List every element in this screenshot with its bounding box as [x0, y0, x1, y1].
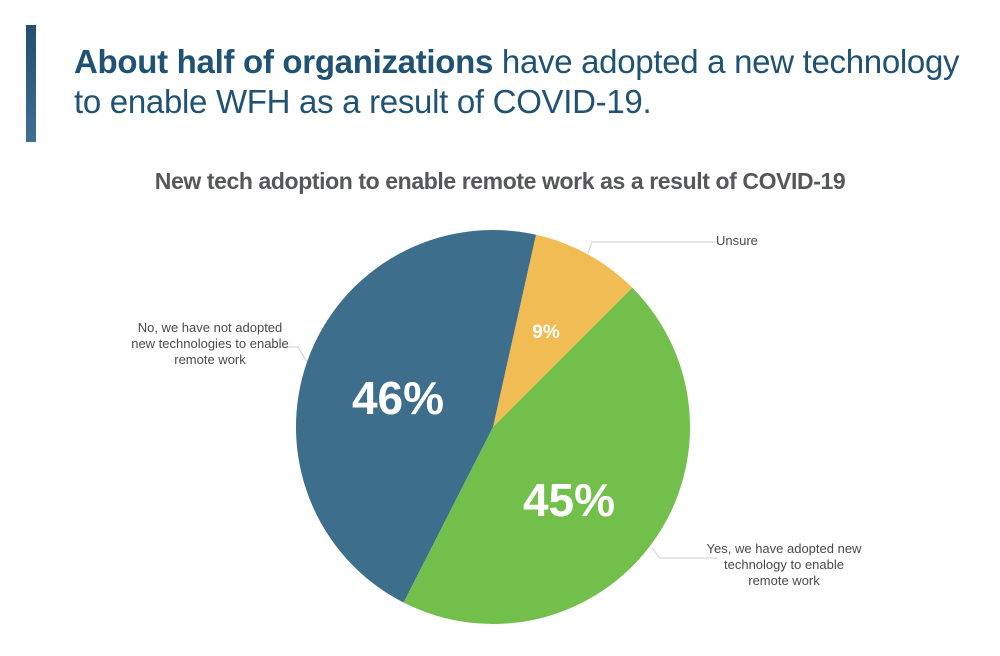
pie-slice-yes — [403, 287, 691, 625]
pie-slice-no — [295, 229, 536, 603]
leader-line-no — [268, 346, 308, 363]
leader-line-yes — [651, 547, 717, 559]
headline-rest: have adopted a new technology to enable … — [74, 43, 960, 120]
pie-slice-unsure — [493, 234, 633, 427]
slice-value-no: 46% — [352, 372, 444, 424]
headline: About half of organizations have adopted… — [74, 42, 974, 122]
headline-bold: About half of organizations — [74, 43, 494, 80]
slice-label-no: No, we have not adopted new technologies… — [131, 320, 289, 367]
slice-label-unsure: Unsure — [716, 233, 758, 248]
slice-value-yes: 45% — [523, 474, 615, 526]
slice-value-unsure: 9% — [532, 322, 560, 343]
leader-line-unsure — [587, 241, 715, 254]
chart-title: New tech adoption to enable remote work … — [154, 168, 846, 194]
slice-label-yes: Yes, we have adopted new technology to e… — [706, 541, 862, 588]
headline-accent-bar — [26, 25, 36, 142]
